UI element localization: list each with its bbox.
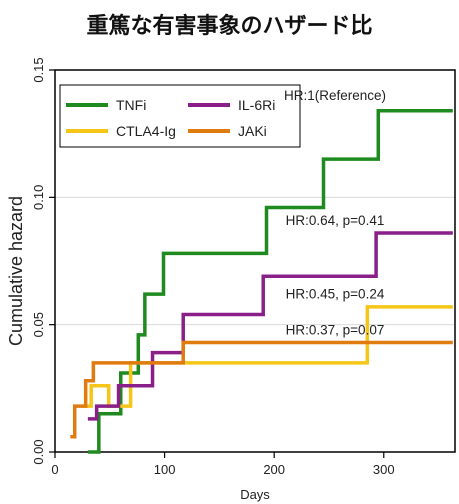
legend-label-tnfi: TNFi xyxy=(116,97,146,113)
chart-title: 重篤な有害事象のハザード比 xyxy=(86,14,373,39)
y-tick-label: 0.10 xyxy=(31,185,46,210)
series-line-tnfi xyxy=(87,108,453,454)
series-line-il-6ri xyxy=(87,231,453,421)
y-tick-label: 0.00 xyxy=(31,439,46,464)
y-tick-label: 0.05 xyxy=(31,312,46,337)
legend: TNFi IL-6Ri CTLA4-Ig JAKi xyxy=(59,84,301,148)
x-tick-label: 300 xyxy=(373,462,395,477)
legend-label-il-6ri: IL-6Ri xyxy=(238,97,275,113)
x-tick-label: 0 xyxy=(51,462,58,477)
legend-label-ctla4-ig: CTLA4-Ig xyxy=(116,123,176,139)
hazard-ratio-annotations: HR:1(Reference) HR:0.64, p=0.41 HR:0.45, p… xyxy=(284,88,386,337)
series-lines xyxy=(70,108,453,454)
hazard-ratio-label: HR:0.37, p=0.07 xyxy=(286,322,385,337)
x-axis-label: Days xyxy=(240,487,270,502)
hazard-ratio-label: HR:0.45, p=0.24 xyxy=(286,287,385,302)
y-axis-label: Cumulative hazard xyxy=(6,196,26,346)
axis-ticks: 0 100 200 300 0.00 0.05 0.10 0.15 xyxy=(31,57,395,477)
hazard-ratio-label: HR:1(Reference) xyxy=(284,88,386,103)
hazard-ratio-label: HR:0.64, p=0.41 xyxy=(286,213,385,228)
series-line-jaki xyxy=(70,340,453,439)
y-tick-label: 0.15 xyxy=(31,57,46,82)
x-tick-label: 100 xyxy=(154,462,176,477)
x-tick-label: 200 xyxy=(263,462,285,477)
legend-label-jaki: JAKi xyxy=(238,123,267,139)
legend-box xyxy=(59,84,301,148)
plot-area xyxy=(54,69,456,453)
